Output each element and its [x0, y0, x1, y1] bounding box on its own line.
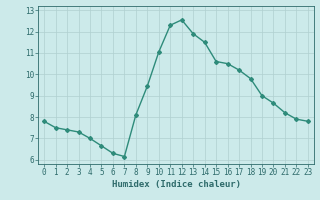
X-axis label: Humidex (Indice chaleur): Humidex (Indice chaleur)	[111, 180, 241, 189]
